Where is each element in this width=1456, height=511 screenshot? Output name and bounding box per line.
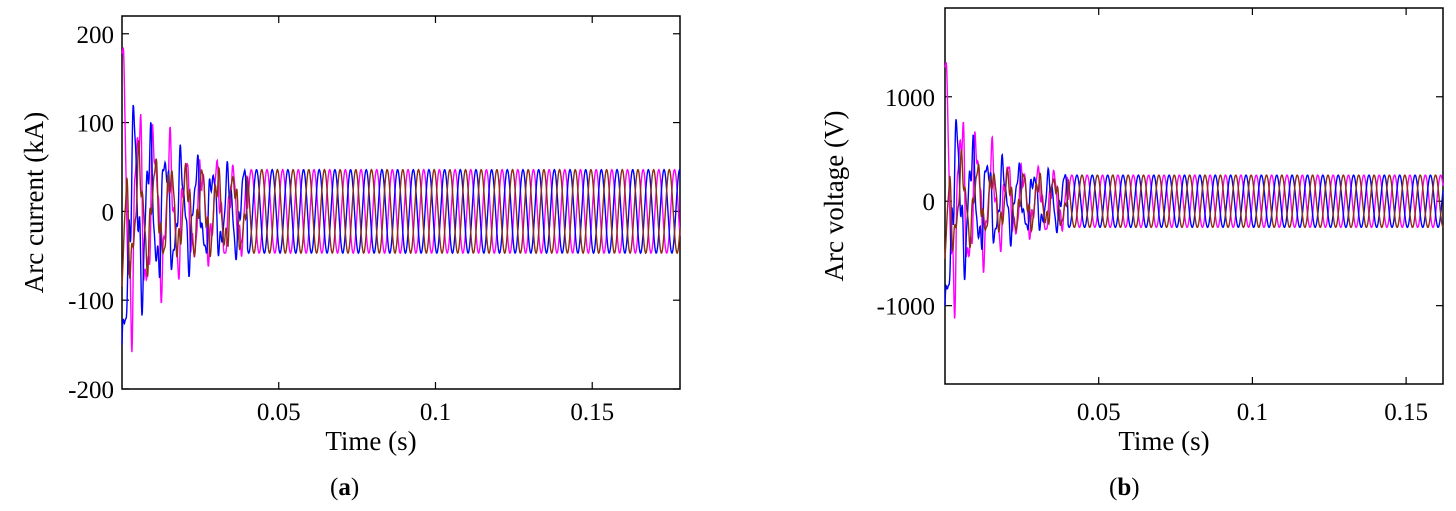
series-line-b-1 [944,119,1444,306]
x-tick-label-b: 0.15 [1384,399,1428,426]
series-line-b-2 [944,149,1444,259]
y-tick-label-a: 200 [77,22,115,49]
caption-b-letter: b [1117,474,1132,501]
x-axis-label-a: Time (s) [325,426,416,456]
ticks-a: 200 100 0 -100 -200 0.05 0.1 0.15 [68,16,680,426]
x-tick-label-b: 0.1 [1237,399,1268,426]
ticks-b: 1000 0 -1000 0.05 0.1 0.15 [877,8,1443,426]
y-tick-label-b: 0 [923,189,936,216]
y-axis-label-b: Arc voltage (V) [819,111,849,282]
y-tick-label-a: 0 [102,199,115,226]
x-tick-label-b: 0.05 [1077,399,1121,426]
series-group-b [944,62,1444,319]
y-axis-label-a: Arc current (kA) [19,112,49,293]
y-tick-label-b: 1000 [885,85,935,112]
y-tick-label-a: 100 [77,111,115,138]
x-tick-label-a: 0.15 [570,399,614,426]
x-axis-label-b: Time (s) [1118,426,1209,456]
chart-b-svg: 1000 0 -1000 0.05 0.1 0.15 Arc voltage (V) Ti… [819,7,1444,456]
y-tick-label-a: -100 [68,288,114,315]
chart-a-svg: 200 100 0 -100 -200 0.05 0.1 0.15 Arc current (… [19,15,681,456]
caption-a: (a) [330,474,360,501]
x-tick-label-a: 0.05 [257,399,301,426]
chart-panel-a: 200 100 0 -100 -200 0.05 0.1 0.15 Arc current (… [0,0,700,511]
series-line-b-0 [944,62,1444,319]
y-tick-label-b: -1000 [877,294,935,321]
series-group-a [121,47,681,353]
x-tick-label-a: 0.1 [420,399,451,426]
series-line-a-2 [121,140,681,287]
chart-panel-b: 1000 0 -1000 0.05 0.1 0.15 Arc voltage (V) Ti… [800,0,1456,511]
caption-b: (b) [1109,474,1140,501]
plot-frame-a [121,15,681,390]
caption-a-letter: a [338,474,351,501]
y-tick-label-a: -200 [68,377,114,404]
